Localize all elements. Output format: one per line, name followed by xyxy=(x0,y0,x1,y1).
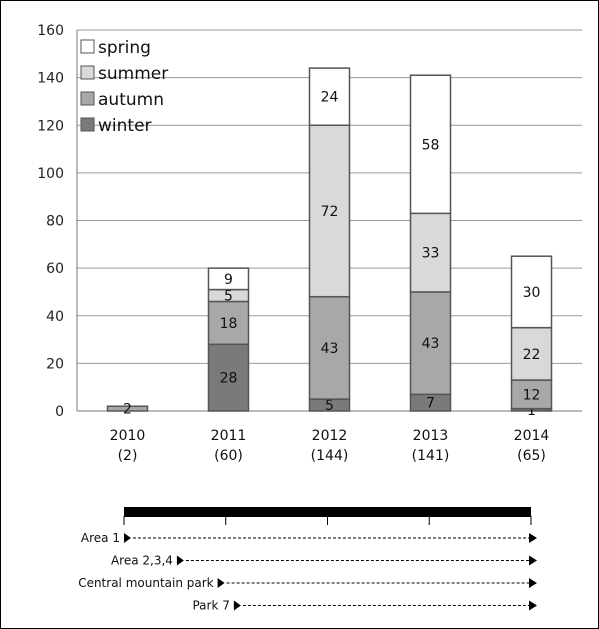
bar-segment-spring xyxy=(510,255,553,329)
y-tick-label: 160 xyxy=(37,23,64,39)
data-label: 43 xyxy=(321,341,339,357)
timeline-end-arrow xyxy=(529,555,537,566)
x-tick-label: 2012 xyxy=(312,428,348,444)
data-label: 5 xyxy=(325,398,334,414)
legend-swatch xyxy=(80,117,95,132)
legend-swatch xyxy=(80,91,95,106)
data-label: 5 xyxy=(224,289,233,305)
data-label: 7 xyxy=(426,396,435,412)
y-tick-label: 100 xyxy=(37,166,64,182)
category-total-label: (65) xyxy=(517,448,546,464)
bar-segment-spring xyxy=(409,74,452,215)
legend-label: winter xyxy=(98,116,152,136)
y-tick-label: 0 xyxy=(55,404,64,420)
data-label: 2 xyxy=(123,402,132,418)
bar-segment-summer xyxy=(308,124,351,298)
y-tick-label: 20 xyxy=(46,356,64,372)
timeline-end-arrow xyxy=(529,533,537,543)
timeline-bar xyxy=(124,507,531,517)
bar-segment-summer xyxy=(409,212,452,293)
legend-label: summer xyxy=(98,64,168,84)
timeline-label: Area 2,3,4 xyxy=(111,554,173,568)
x-tick-label: 2010 xyxy=(110,428,146,444)
y-tick-label: 40 xyxy=(46,309,64,325)
category-total-label: (60) xyxy=(214,448,243,464)
data-label: 22 xyxy=(523,347,541,363)
data-label: 33 xyxy=(422,246,440,262)
category-total-label: (2) xyxy=(118,448,138,464)
timeline-start-arrow xyxy=(176,555,184,566)
timeline-label: Central mountain park xyxy=(78,576,213,590)
data-label: 24 xyxy=(321,90,339,106)
bar-segment-spring xyxy=(308,67,351,126)
timeline-start-arrow xyxy=(124,533,131,543)
bar-segment-spring xyxy=(207,267,250,291)
data-label: 9 xyxy=(224,272,233,288)
data-label: 28 xyxy=(220,371,238,387)
timeline-start-arrow xyxy=(217,578,225,588)
x-tick-label: 2013 xyxy=(413,428,449,444)
timeline-end-arrow xyxy=(529,578,537,588)
data-label: 18 xyxy=(220,316,238,332)
category-total-label: (144) xyxy=(311,448,349,464)
legend-swatch xyxy=(80,65,95,80)
data-label: 72 xyxy=(321,204,339,220)
bar-segment-autumn xyxy=(106,405,149,412)
y-tick-label: 140 xyxy=(37,71,64,87)
timeline-end-arrow xyxy=(529,600,537,611)
legend-label: spring xyxy=(98,38,151,58)
timeline-label: Park 7 xyxy=(192,599,229,613)
data-label: 30 xyxy=(523,285,541,301)
x-tick-label: 2011 xyxy=(211,428,247,444)
legend-swatch xyxy=(80,39,95,54)
y-tick-label: 80 xyxy=(46,214,64,230)
y-tick-label: 120 xyxy=(37,118,64,134)
data-label: 12 xyxy=(523,387,541,403)
y-tick-label: 60 xyxy=(46,261,64,277)
bar-segment-autumn xyxy=(510,379,553,410)
data-label: 43 xyxy=(422,336,440,352)
x-tick-label: 2014 xyxy=(514,428,550,444)
timeline-label: Area 1 xyxy=(81,531,120,545)
category-total-label: (141) xyxy=(412,448,450,464)
legend-label: autumn xyxy=(98,90,164,110)
bar-segment-autumn xyxy=(409,291,452,396)
data-label: 58 xyxy=(422,137,440,153)
timeline-start-arrow xyxy=(233,600,241,611)
data-label: 1 xyxy=(527,403,536,419)
bar-segment-winter xyxy=(207,343,250,412)
